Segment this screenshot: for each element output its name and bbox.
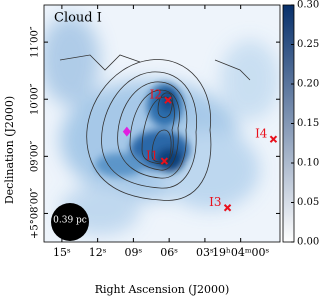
x-tick-label: 19ʰ04ᵐ00ˢ [212, 246, 269, 259]
source-marker [223, 204, 232, 212]
source-label: I3 [209, 195, 221, 209]
x-tick-label: 09ˢ [125, 246, 143, 259]
source-marker [269, 135, 278, 143]
y-tick-label: 09′00″ [30, 140, 41, 172]
contours [59, 54, 251, 201]
scalebar-label: 0.39 pc [53, 216, 87, 226]
colorbar-tick-label: 0.05 [297, 197, 319, 208]
x-axis-label: Right Ascension (J2000) [95, 283, 230, 296]
source-label: I1 [146, 149, 158, 163]
y-axis-label: Declination (J2000) [3, 96, 16, 204]
colorbar-tick-label: 0.30 [297, 0, 319, 11]
source-marker [160, 157, 169, 165]
colorbar-tick-label: 0.00 [297, 237, 319, 248]
x-tick-label: 03ˢ [196, 246, 214, 259]
y-tick-label: 10′00″ [30, 83, 41, 115]
x-tick-label: 06ˢ [160, 246, 178, 259]
y-tick-label: +5°08′00″ [30, 188, 41, 239]
colorbar-tick-label: 0.25 [297, 39, 319, 50]
peak-marker [122, 126, 131, 137]
source-label: I4 [255, 127, 268, 141]
plot-frame [43, 4, 281, 243]
emission-map [44, 5, 280, 242]
colorbar-tick-label: 0.20 [297, 79, 319, 90]
colorbar-tick-label: 0.10 [297, 158, 319, 169]
x-tick-label: 12ˢ [89, 246, 107, 259]
source-marker [164, 96, 172, 104]
beam-circle [51, 203, 89, 241]
y-tick-label: 11′00″ [30, 26, 41, 58]
x-tick-label: 15ˢ [53, 246, 71, 259]
chart-title: Cloud I [54, 11, 102, 26]
colorbar-tick-label: 0.15 [297, 118, 319, 129]
source-label: I2 [150, 88, 162, 102]
